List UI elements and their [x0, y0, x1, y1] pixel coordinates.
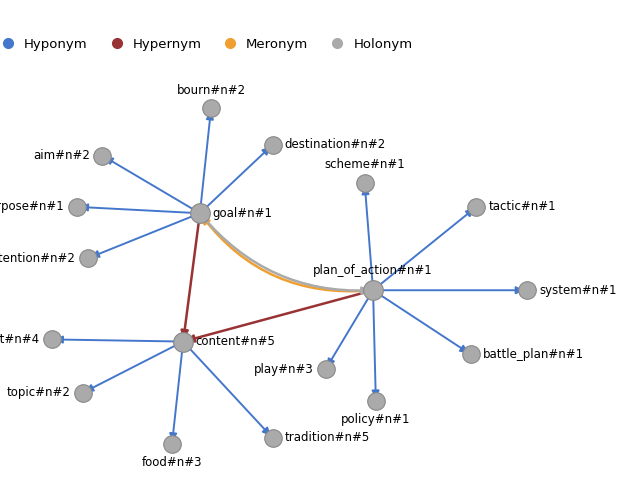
Text: system#n#1: system#n#1: [539, 284, 616, 297]
Point: [321, 365, 331, 373]
Point: [77, 389, 88, 397]
Point: [360, 179, 370, 187]
Text: tactic#n#1: tactic#n#1: [489, 200, 556, 213]
Text: play#n#3: play#n#3: [253, 363, 314, 376]
Text: bourn#n#2: bourn#n#2: [177, 84, 246, 97]
Point: [522, 286, 532, 294]
Text: food#n#3: food#n#3: [141, 456, 202, 469]
Text: policy#n#1: policy#n#1: [341, 414, 411, 426]
Text: object#n#4: object#n#4: [0, 333, 40, 346]
Text: tradition#n#5: tradition#n#5: [285, 431, 370, 444]
Point: [195, 209, 205, 217]
Point: [178, 338, 188, 346]
Point: [471, 203, 481, 211]
Text: intention#n#2: intention#n#2: [0, 252, 76, 265]
Text: destination#n#2: destination#n#2: [285, 139, 386, 151]
Point: [268, 434, 278, 442]
Text: purpose#n#1: purpose#n#1: [0, 200, 65, 213]
Text: content#n#5: content#n#5: [195, 335, 275, 348]
Point: [72, 203, 82, 211]
Text: goal#n#1: goal#n#1: [212, 207, 272, 220]
Point: [268, 141, 278, 149]
Point: [83, 254, 93, 262]
Point: [167, 440, 177, 448]
Point: [97, 152, 108, 159]
Point: [371, 398, 381, 405]
Text: aim#n#2: aim#n#2: [33, 149, 90, 162]
Text: battle_plan#n#1: battle_plan#n#1: [483, 348, 584, 361]
Point: [206, 104, 216, 112]
Point: [368, 286, 378, 294]
Legend: Hyponym, Hypernym, Meronym, Holonym: Hyponym, Hypernym, Meronym, Holonym: [0, 38, 412, 51]
Point: [47, 335, 57, 343]
Text: plan_of_action#n#1: plan_of_action#n#1: [313, 264, 433, 278]
Text: scheme#n#1: scheme#n#1: [324, 158, 405, 172]
Text: topic#n#2: topic#n#2: [6, 386, 70, 399]
Point: [466, 350, 476, 358]
